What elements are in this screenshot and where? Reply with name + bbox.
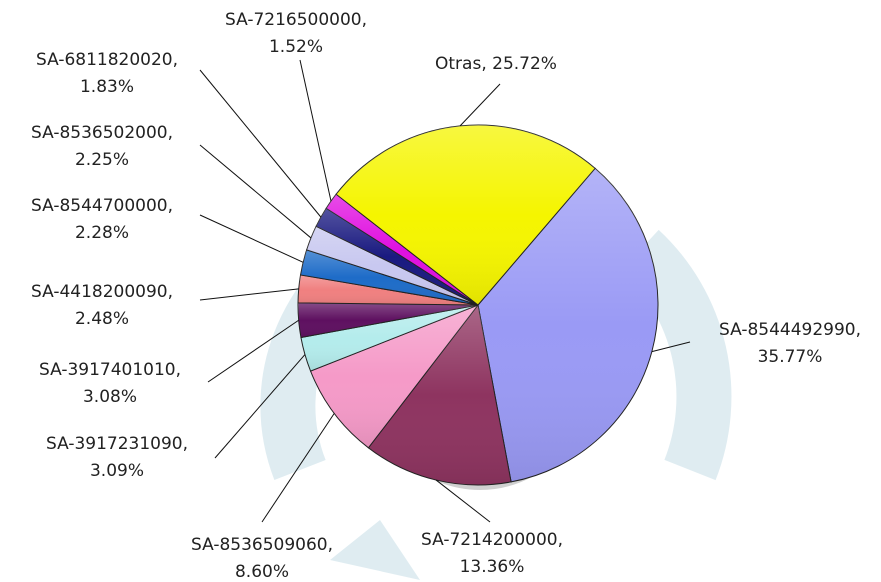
- category-label: Otras,: [435, 54, 487, 74]
- category-label: SA-6811820020,: [36, 50, 178, 70]
- category-label: SA-8536502000,: [31, 123, 173, 143]
- category-label: SA-3917231090,: [46, 434, 188, 454]
- value-label: 1.83%: [80, 77, 134, 97]
- category-label: SA-7214200000,: [421, 530, 563, 550]
- value-label: 25.72%: [492, 54, 557, 74]
- category-label: SA-4418200090,: [31, 282, 173, 302]
- value-label: 8.60%: [235, 562, 289, 582]
- leader-line: [200, 289, 299, 300]
- pie: [298, 125, 658, 485]
- value-label: 1.52%: [269, 37, 323, 57]
- category-label: SA-3917401010,: [39, 360, 181, 380]
- value-label: 13.36%: [460, 557, 525, 577]
- category-label: SA-8544492990,: [719, 320, 861, 340]
- leader-line: [460, 84, 500, 126]
- category-label: SA-8536509060,: [191, 535, 333, 555]
- value-label: 2.25%: [75, 150, 129, 170]
- value-label: 2.48%: [75, 309, 129, 329]
- value-label: 3.09%: [90, 461, 144, 481]
- data-label: Otras, 25.72%: [435, 54, 557, 74]
- leader-line: [200, 145, 311, 238]
- leader-line: [200, 215, 303, 262]
- value-label: 2.28%: [75, 223, 129, 243]
- leader-line: [300, 60, 331, 201]
- category-label: SA-7216500000,: [225, 10, 367, 30]
- value-label: 3.08%: [83, 387, 137, 407]
- value-label: 35.77%: [758, 347, 823, 367]
- chart: SA-8544492990, 35.77% SA-7214200000, 13.36%…: [0, 0, 881, 582]
- category-label: SA-8544700000,: [31, 196, 173, 216]
